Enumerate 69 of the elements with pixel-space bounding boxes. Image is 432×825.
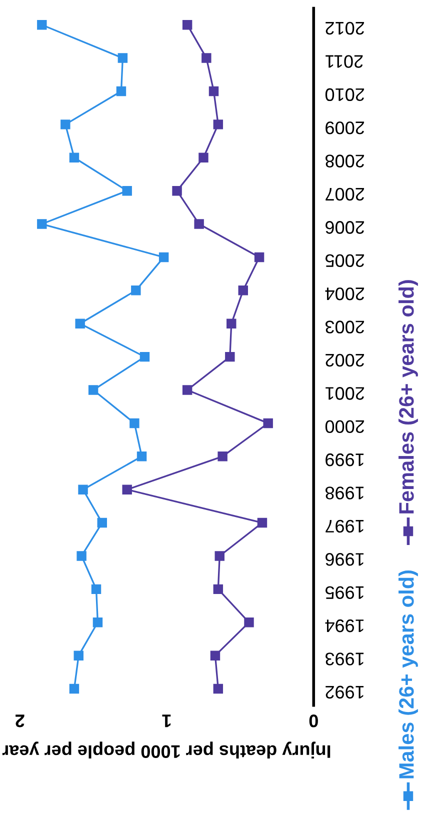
- point: [69, 684, 80, 694]
- x-tick-label: 2: [16, 714, 24, 728]
- point: [122, 484, 132, 494]
- point: [238, 286, 248, 296]
- point: [92, 618, 103, 628]
- y-tick-label: 1997: [326, 520, 364, 533]
- y-tick-label: 2000: [325, 420, 364, 434]
- y-tick-label: 2003: [326, 320, 364, 334]
- y-tick-label: 1999: [326, 453, 364, 466]
- point: [74, 650, 84, 660]
- x-axis-title: Injury deaths per 1000 people per year: [2, 742, 330, 758]
- point: [116, 86, 126, 96]
- point: [78, 484, 88, 494]
- x-tick-label: 1: [162, 714, 171, 728]
- point: [37, 219, 47, 229]
- point: [158, 252, 169, 262]
- y-tick-label: 2011: [326, 55, 363, 68]
- point: [131, 286, 141, 296]
- point: [182, 20, 192, 30]
- y-tick-label: 1996: [326, 553, 364, 566]
- point: [254, 252, 264, 262]
- point: [91, 584, 102, 594]
- y-tick-label: 2005: [325, 254, 364, 268]
- point: [213, 120, 224, 130]
- y-tick-label: 2009: [326, 121, 364, 134]
- point: [122, 186, 132, 196]
- x-tick-label: 0: [309, 714, 318, 728]
- point: [202, 53, 212, 63]
- point: [208, 86, 219, 96]
- point: [225, 352, 235, 362]
- y-tick-label: 2001: [326, 387, 364, 400]
- point: [97, 518, 107, 528]
- point: [60, 120, 70, 130]
- point: [210, 650, 220, 660]
- text: Females (26+ years old): [398, 280, 418, 514]
- point: [37, 20, 47, 30]
- text: Males (26+ years old): [398, 570, 418, 778]
- point: [257, 518, 268, 528]
- y-tick-label: 2006: [326, 221, 364, 234]
- point: [214, 551, 224, 561]
- y-tick-label: 1998: [326, 486, 364, 500]
- y-tick-label: 1992: [326, 686, 364, 699]
- y-tick-label: 2004: [325, 287, 364, 300]
- point: [75, 318, 85, 328]
- y-tick-label: 1993: [326, 652, 364, 666]
- point: [182, 385, 192, 395]
- point: [69, 152, 80, 162]
- point: [140, 352, 150, 362]
- point: [198, 152, 208, 162]
- point: [88, 385, 98, 395]
- point: [136, 452, 147, 462]
- y-tick-label: 2010: [325, 88, 364, 102]
- point: [118, 53, 128, 63]
- y-tick-label: 2008: [326, 154, 364, 168]
- point: [172, 186, 182, 196]
- point: [263, 418, 273, 428]
- point: [213, 584, 224, 594]
- y-tick-label: 2002: [326, 354, 364, 367]
- point: [213, 684, 224, 694]
- y-tick-label: 1995: [325, 586, 364, 599]
- point: [130, 418, 140, 428]
- y-tick-label: 2007: [326, 188, 364, 201]
- point: [218, 452, 228, 462]
- point: [226, 318, 236, 328]
- point: [244, 618, 254, 628]
- y-tick-label: 2012: [326, 22, 364, 35]
- point: [194, 219, 204, 229]
- point: [76, 551, 86, 561]
- y-tick-label: 1994: [325, 619, 364, 632]
